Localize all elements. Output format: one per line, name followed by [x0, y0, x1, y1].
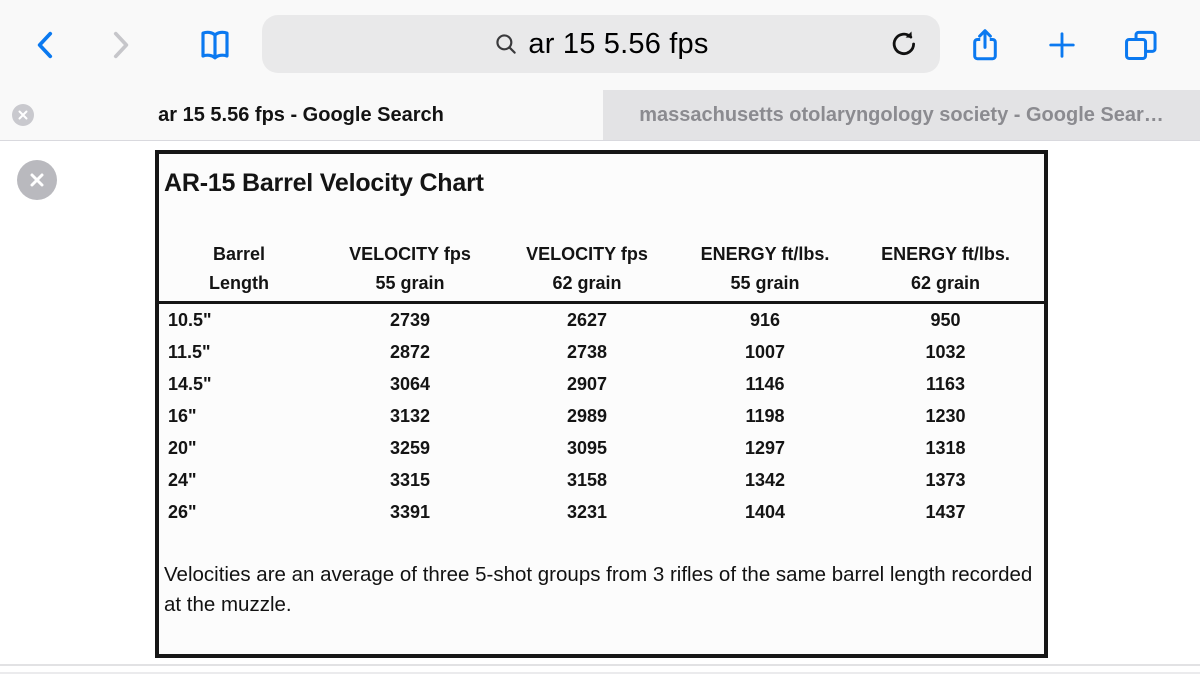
cell-barrel-length: 24"	[168, 470, 197, 490]
cell-energy-55: 1007	[744, 342, 786, 362]
chart-footnote: Velocities are an average of three 5-sho…	[164, 563, 1033, 616]
cell-barrel-length: 16"	[168, 406, 197, 426]
close-icon	[27, 170, 47, 190]
cell-barrel-length: 20"	[168, 438, 197, 458]
cell-energy-62: 950	[930, 310, 961, 330]
cell-velocity-55: 3315	[389, 470, 431, 490]
image-viewer-close-button[interactable]	[17, 160, 57, 200]
chart-title: AR-15 Barrel Velocity Chart	[164, 169, 484, 197]
cell-velocity-55: 2739	[389, 310, 431, 330]
cell-energy-55: 1342	[744, 470, 786, 490]
cell-velocity-55: 3064	[389, 374, 431, 394]
cell-energy-62: 1318	[925, 438, 966, 458]
browser-toolbar: ar 15 5.56 fps	[0, 0, 1200, 90]
cell-velocity-55: 3391	[389, 502, 431, 522]
search-icon	[493, 31, 519, 57]
open-book-icon	[195, 25, 235, 65]
cell-barrel-length: 26"	[168, 502, 197, 522]
cell-velocity-55: 3259	[389, 438, 431, 458]
header-velocity-62: VELOCITY fps 62 grain	[526, 244, 648, 293]
page-content: AR-15 Barrel Velocity Chart Barrel Lengt…	[0, 141, 1200, 675]
tab-active-google-search[interactable]: ar 15 5.56 fps - Google Search	[0, 90, 602, 140]
cell-velocity-62: 2738	[566, 342, 608, 362]
cell-velocity-55: 3132	[389, 406, 431, 426]
header-energy-55: ENERGY ft/lbs. 55 grain	[700, 244, 830, 293]
cell-energy-55: 1297	[744, 438, 786, 458]
cell-energy-62: 1163	[925, 374, 966, 394]
tab-close-button[interactable]	[12, 104, 34, 126]
cell-energy-55: 1198	[745, 406, 785, 426]
cell-energy-55: 916	[749, 310, 781, 330]
table-row: 11.5" 2872 2738 1007 1032	[159, 336, 1044, 368]
close-icon	[17, 109, 29, 121]
table-row: 24" 3315 3158 1342 1373	[159, 464, 1044, 496]
header-barrel-length: Barrel Length	[209, 244, 269, 293]
cell-velocity-62: 3095	[566, 438, 608, 458]
reload-button[interactable]	[882, 15, 926, 73]
header-separator-line	[159, 301, 1044, 304]
tab-bar: ar 15 5.56 fps - Google Search massachus…	[0, 90, 1200, 141]
tab-title: massachusetts otolaryngology society - G…	[639, 103, 1164, 126]
tab-title: ar 15 5.56 fps - Google Search	[158, 103, 444, 126]
share-icon	[966, 26, 1004, 64]
tabs-overview-button[interactable]	[1116, 0, 1164, 90]
cell-barrel-length: 14.5"	[168, 374, 212, 394]
table-row: 10.5" 2739 2627 916 950	[159, 304, 1044, 336]
header-velocity-55: VELOCITY fps 55 grain	[349, 244, 471, 293]
cell-energy-62: 1373	[925, 470, 966, 490]
table-row: 16" 3132 2989 1198 1230	[159, 400, 1044, 432]
plus-icon	[1044, 27, 1080, 63]
forward-button[interactable]	[98, 0, 142, 90]
chevron-left-icon	[29, 28, 63, 62]
chevron-right-icon	[103, 28, 137, 62]
tab-inactive-otolaryngology[interactable]: massachusetts otolaryngology society - G…	[603, 90, 1200, 140]
cell-velocity-62: 2989	[566, 406, 608, 426]
bottom-edge-line	[0, 672, 1200, 674]
cell-velocity-62: 2907	[566, 374, 608, 394]
new-tab-button[interactable]	[1039, 0, 1085, 90]
cell-energy-55: 1146	[745, 374, 785, 394]
table-row: 20" 3259 3095 1297 1318	[159, 432, 1044, 464]
header-energy-62: ENERGY ft/lbs. 62 grain	[881, 244, 1010, 293]
cell-velocity-62: 3231	[566, 502, 608, 522]
cell-barrel-length: 10.5"	[168, 310, 212, 330]
cell-velocity-55: 2872	[389, 342, 431, 362]
cell-velocity-62: 2627	[566, 310, 608, 330]
back-button[interactable]	[24, 0, 68, 90]
search-query-text: ar 15 5.56 fps	[528, 27, 709, 60]
table-row: 26" 3391 3231 1404 1437	[159, 496, 1044, 528]
share-button[interactable]	[962, 0, 1008, 90]
reload-icon	[888, 28, 920, 60]
cell-barrel-length: 11.5"	[168, 342, 211, 362]
bottom-divider	[0, 664, 1200, 666]
cell-velocity-62: 3158	[566, 470, 608, 490]
address-search-field[interactable]: ar 15 5.56 fps	[262, 15, 940, 73]
bookmarks-button[interactable]	[192, 0, 238, 90]
tabs-icon	[1121, 26, 1159, 64]
table-header-row: Barrel Length VELOCITY fps 55 grain VELO…	[159, 240, 1044, 298]
cell-energy-62: 1437	[925, 502, 966, 522]
table-row: 14.5" 3064 2907 1146 1163	[159, 368, 1044, 400]
cell-energy-62: 1230	[925, 406, 966, 426]
velocity-chart-image[interactable]: AR-15 Barrel Velocity Chart Barrel Lengt…	[155, 150, 1048, 658]
cell-energy-62: 1032	[925, 342, 966, 362]
cell-energy-55: 1404	[744, 502, 786, 522]
